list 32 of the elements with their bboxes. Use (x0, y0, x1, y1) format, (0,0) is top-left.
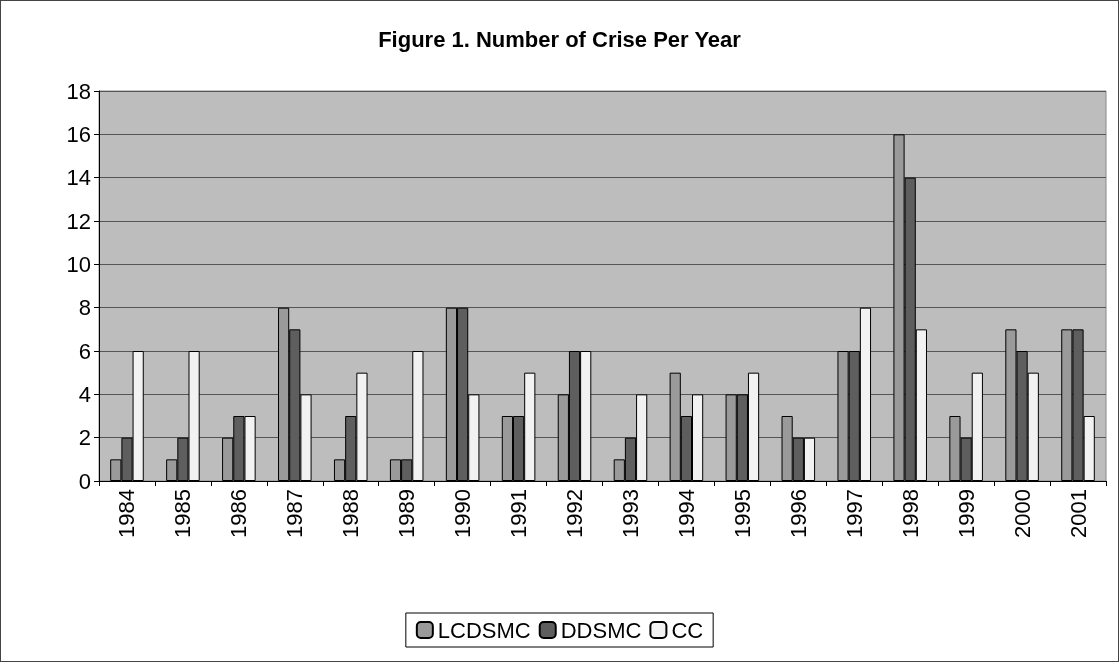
x-tick-label: 1992 (562, 489, 588, 538)
x-tick-label: 1988 (338, 489, 364, 538)
x-tick-label: 1999 (953, 489, 979, 538)
x-tick-label: 1989 (394, 489, 420, 538)
x-tick-label: 1993 (617, 489, 643, 538)
y-tick-label: 10 (66, 251, 91, 277)
x-tick-label: 1990 (450, 489, 476, 538)
chart-title: Figure 1. Number of Crise Per Year (378, 26, 742, 52)
legend-label: LCDSMC (437, 617, 531, 643)
y-tick-label: 4 (78, 381, 91, 407)
y-tick-label: 16 (66, 121, 91, 147)
y-tick-label: 2 (78, 425, 91, 451)
x-tick-label: 1998 (897, 489, 923, 538)
x-tick-label: 1985 (170, 489, 196, 538)
y-tick-label: 8 (78, 295, 91, 321)
y-tick-label: 14 (66, 165, 91, 191)
x-tick-label: 1991 (506, 489, 532, 538)
y-tick-label: 0 (78, 468, 91, 494)
y-tick-label: 18 (66, 78, 91, 104)
x-tick-label: 2000 (1009, 489, 1035, 538)
legend-label: CC (671, 617, 704, 643)
legend-label: DDSMC (560, 617, 642, 643)
y-tick-label: 6 (78, 338, 91, 364)
x-tick-label: 1994 (673, 489, 699, 538)
x-tick-label: 1986 (226, 489, 252, 538)
y-tick-label: 12 (66, 208, 91, 234)
x-tick-label: 1984 (114, 489, 140, 538)
x-tick-label: 1996 (785, 489, 811, 538)
x-tick-label: 2001 (1065, 489, 1091, 538)
x-tick-label: 1995 (729, 489, 755, 538)
x-tick-label: 1997 (841, 489, 867, 538)
x-tick-label: 1987 (282, 489, 308, 538)
